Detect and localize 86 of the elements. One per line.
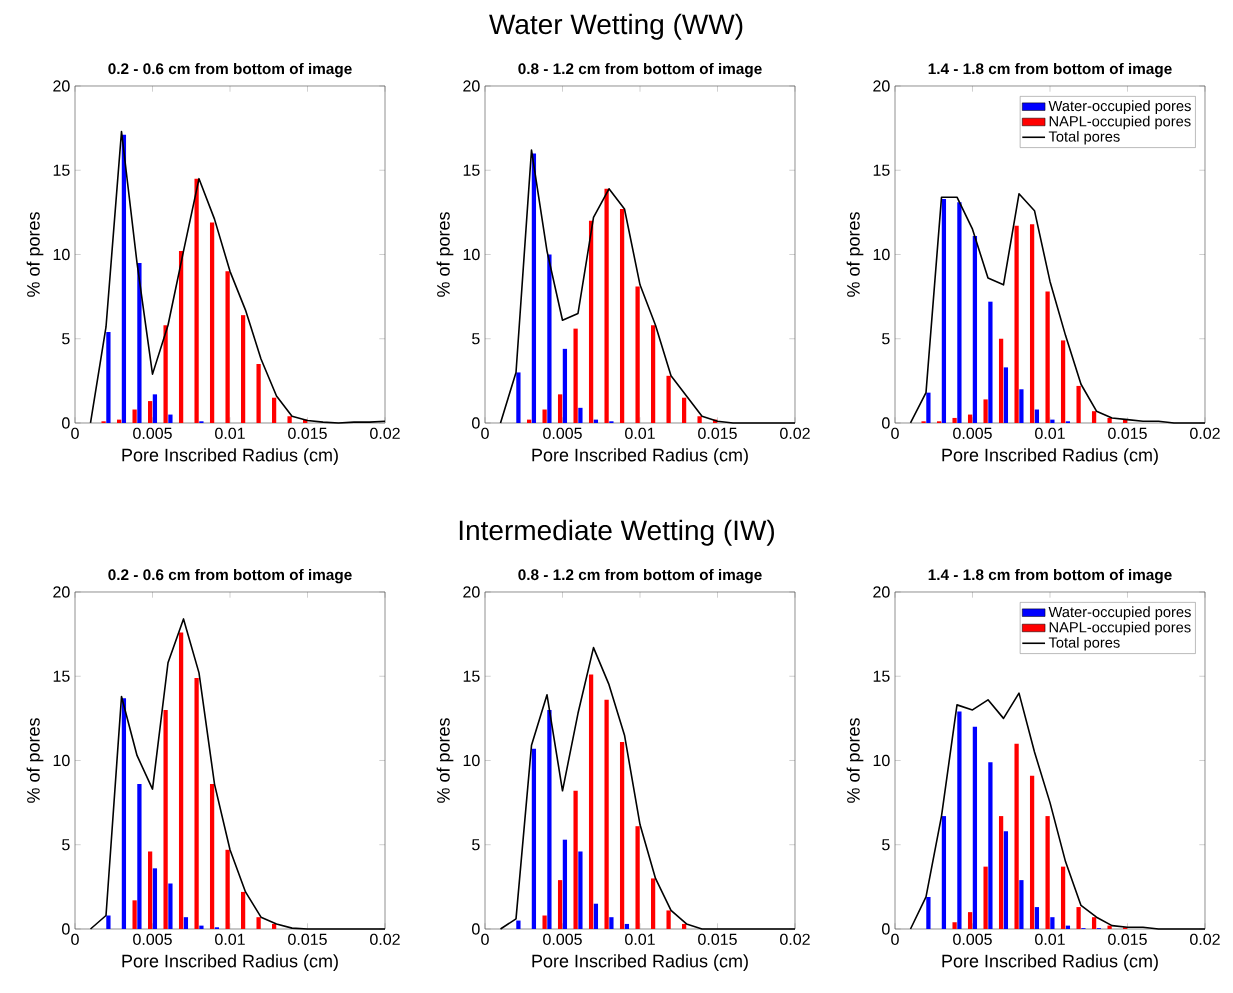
x-tick-label: 0.02 — [780, 427, 810, 440]
text: Water Wetting (WW) — [489, 13, 743, 40]
y-tick-label: 10 — [463, 248, 480, 261]
x-tick-label: 0.02 — [370, 427, 400, 440]
x-tick-label: 0.005 — [953, 427, 992, 440]
legend-label: Water-occupied pores — [1048, 606, 1191, 621]
chart-title: 1.4 - 1.8 cm from bottom of image — [928, 62, 1172, 78]
y-tick-label: 20 — [53, 586, 70, 598]
x-tick-label: 0.015 — [698, 427, 737, 440]
legend-label: NAPL-occupied pores — [1049, 115, 1191, 130]
x-tick-label: 0.01 — [215, 933, 245, 946]
x-tick-label: 0 — [481, 427, 489, 440]
x-tick-label: 0.01 — [1035, 933, 1065, 946]
y-tick-label: 0 — [882, 923, 890, 935]
x-tick-label: 0.015 — [698, 933, 737, 946]
legend-label: Water-occupied pores — [1048, 100, 1191, 115]
y-tick-label: 5 — [472, 839, 480, 851]
y-tick-label: 20 — [873, 586, 890, 598]
x-tick-label: 0.02 — [1190, 427, 1220, 440]
legend-label: NAPL-occupied pores — [1049, 621, 1191, 636]
x-axis-title: Pore Inscribed Radius (cm) — [532, 954, 748, 971]
x-tick-label: 0.01 — [1035, 427, 1065, 440]
x-tick-label: 0.01 — [625, 427, 655, 440]
x-tick-label: 0.005 — [953, 933, 992, 946]
x-tick-label: 0 — [891, 427, 899, 440]
y-tick-label: 15 — [463, 670, 480, 682]
y-tick-label: 20 — [463, 80, 480, 92]
x-tick-label: 0 — [71, 427, 79, 440]
y-axis-title: % of pores — [846, 212, 864, 297]
y-axis-title: % of pores — [436, 718, 454, 803]
x-axis-title: Pore Inscribed Radius (cm) — [122, 448, 338, 465]
y-tick-label: 10 — [53, 248, 70, 261]
y-tick-label: 0 — [62, 417, 70, 429]
y-tick-label: 10 — [53, 754, 70, 767]
y-axis-title: % of pores — [436, 212, 454, 297]
y-tick-label: 5 — [62, 839, 70, 851]
y-axis-title: % of pores — [26, 718, 44, 803]
x-tick-label: 0.02 — [370, 933, 400, 946]
y-tick-label: 5 — [62, 333, 70, 345]
x-tick-label: 0.015 — [1108, 933, 1147, 946]
y-axis-title: % of pores — [846, 718, 864, 803]
x-tick-label: 0.015 — [288, 427, 327, 440]
y-tick-label: 10 — [873, 754, 890, 767]
legend-label: Total pores — [1048, 636, 1120, 651]
y-tick-label: 15 — [873, 670, 890, 682]
x-axis-title: Pore Inscribed Radius (cm) — [942, 448, 1158, 465]
y-axis-title: % of pores — [26, 212, 44, 297]
y-tick-label: 20 — [873, 80, 890, 92]
y-tick-label: 0 — [472, 417, 480, 429]
x-tick-label: 0.005 — [133, 427, 172, 440]
x-tick-label: 0.02 — [1190, 933, 1220, 946]
x-tick-label: 0.02 — [780, 933, 810, 946]
x-axis-title: Pore Inscribed Radius (cm) — [122, 954, 338, 971]
y-tick-label: 5 — [882, 333, 890, 345]
y-tick-label: 0 — [62, 923, 70, 935]
y-tick-label: 15 — [53, 670, 70, 682]
y-tick-label: 20 — [53, 80, 70, 92]
y-tick-label: 5 — [882, 839, 890, 851]
y-tick-label: 10 — [873, 248, 890, 261]
y-tick-label: 15 — [53, 164, 70, 176]
x-tick-label: 0.015 — [288, 933, 327, 946]
legend-label: Total pores — [1048, 130, 1120, 145]
y-tick-label: 0 — [882, 417, 890, 429]
y-tick-label: 5 — [472, 333, 480, 345]
x-tick-label: 0 — [891, 933, 899, 946]
x-tick-label: 0.005 — [543, 933, 582, 946]
x-tick-label: 0.01 — [215, 427, 245, 440]
y-tick-label: 10 — [463, 754, 480, 767]
chart-title: 0.8 - 1.2 cm from bottom of image — [518, 568, 762, 584]
text: Intermediate Wetting (IW) — [459, 519, 774, 546]
y-tick-label: 20 — [463, 586, 480, 598]
x-axis-title: Pore Inscribed Radius (cm) — [942, 954, 1158, 971]
y-tick-label: 15 — [463, 164, 480, 176]
x-tick-label: 0.015 — [1108, 427, 1147, 440]
chart-title: 0.8 - 1.2 cm from bottom of image — [518, 62, 762, 78]
chart-title: 0.2 - 0.6 cm from bottom of image — [108, 568, 352, 584]
chart-title: 1.4 - 1.8 cm from bottom of image — [928, 568, 1172, 584]
x-axis-title: Pore Inscribed Radius (cm) — [532, 448, 748, 465]
x-tick-label: 0.01 — [625, 933, 655, 946]
x-tick-label: 0 — [481, 933, 489, 946]
y-tick-label: 0 — [472, 923, 480, 935]
x-tick-label: 0.005 — [133, 933, 172, 946]
y-tick-label: 15 — [873, 164, 890, 176]
x-tick-label: 0.005 — [543, 427, 582, 440]
x-tick-label: 0 — [71, 933, 79, 946]
chart-title: 0.2 - 0.6 cm from bottom of image — [108, 62, 352, 78]
